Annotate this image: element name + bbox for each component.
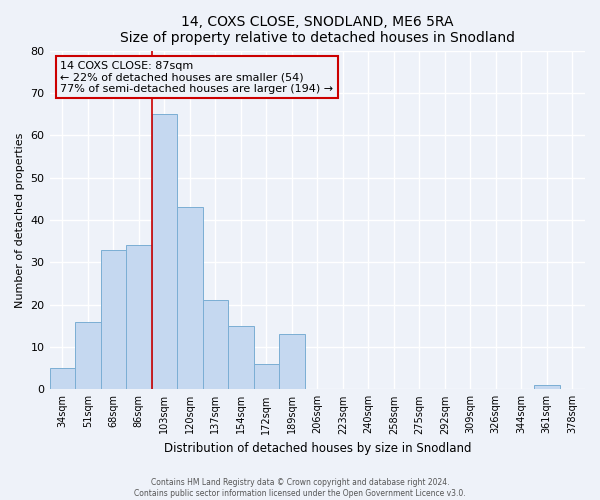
Bar	[75, 322, 101, 390]
Bar	[254, 364, 279, 390]
Bar	[152, 114, 177, 390]
Bar	[534, 385, 560, 390]
Text: Contains HM Land Registry data © Crown copyright and database right 2024.
Contai: Contains HM Land Registry data © Crown c…	[134, 478, 466, 498]
Bar	[126, 246, 152, 390]
X-axis label: Distribution of detached houses by size in Snodland: Distribution of detached houses by size …	[164, 442, 471, 455]
Bar	[279, 334, 305, 390]
Bar	[228, 326, 254, 390]
Bar	[203, 300, 228, 390]
Text: 14 COXS CLOSE: 87sqm
← 22% of detached houses are smaller (54)
77% of semi-detac: 14 COXS CLOSE: 87sqm ← 22% of detached h…	[60, 60, 334, 94]
Bar	[101, 250, 126, 390]
Bar	[177, 207, 203, 390]
Title: 14, COXS CLOSE, SNODLAND, ME6 5RA
Size of property relative to detached houses i: 14, COXS CLOSE, SNODLAND, ME6 5RA Size o…	[120, 15, 515, 45]
Y-axis label: Number of detached properties: Number of detached properties	[15, 132, 25, 308]
Bar	[50, 368, 75, 390]
